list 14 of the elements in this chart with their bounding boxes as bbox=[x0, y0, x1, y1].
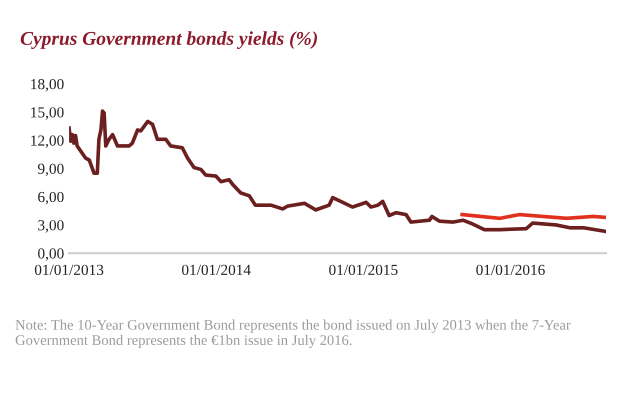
y-tick-label: 0,00 bbox=[38, 248, 64, 261]
y-tick-label: 9,00 bbox=[38, 164, 64, 176]
x-tick-label: 01/01/2013 bbox=[34, 264, 104, 276]
y-tick-label: 15,00 bbox=[31, 107, 64, 120]
y-tick-label: 3,00 bbox=[38, 220, 64, 233]
x-tick-label: 01/01/2014 bbox=[182, 264, 251, 276]
chart-title: Cyprus Government bonds yields (%) bbox=[20, 31, 317, 49]
y-tick-label: 12,00 bbox=[31, 135, 64, 148]
x-tick-label: 01/01/2015 bbox=[329, 264, 398, 276]
x-tick-label: 01/01/2016 bbox=[476, 264, 545, 276]
line-series bbox=[69, 109, 606, 234]
y-tick-label: 18,00 bbox=[31, 78, 64, 92]
y-tick-label: 6,00 bbox=[38, 192, 64, 204]
text: Note: The 10-Year Government Bond represents the bond issued on July 2013 when the 7-Year Government Bond represents the €1bn issue in July 2016. bbox=[15, 319, 571, 348]
